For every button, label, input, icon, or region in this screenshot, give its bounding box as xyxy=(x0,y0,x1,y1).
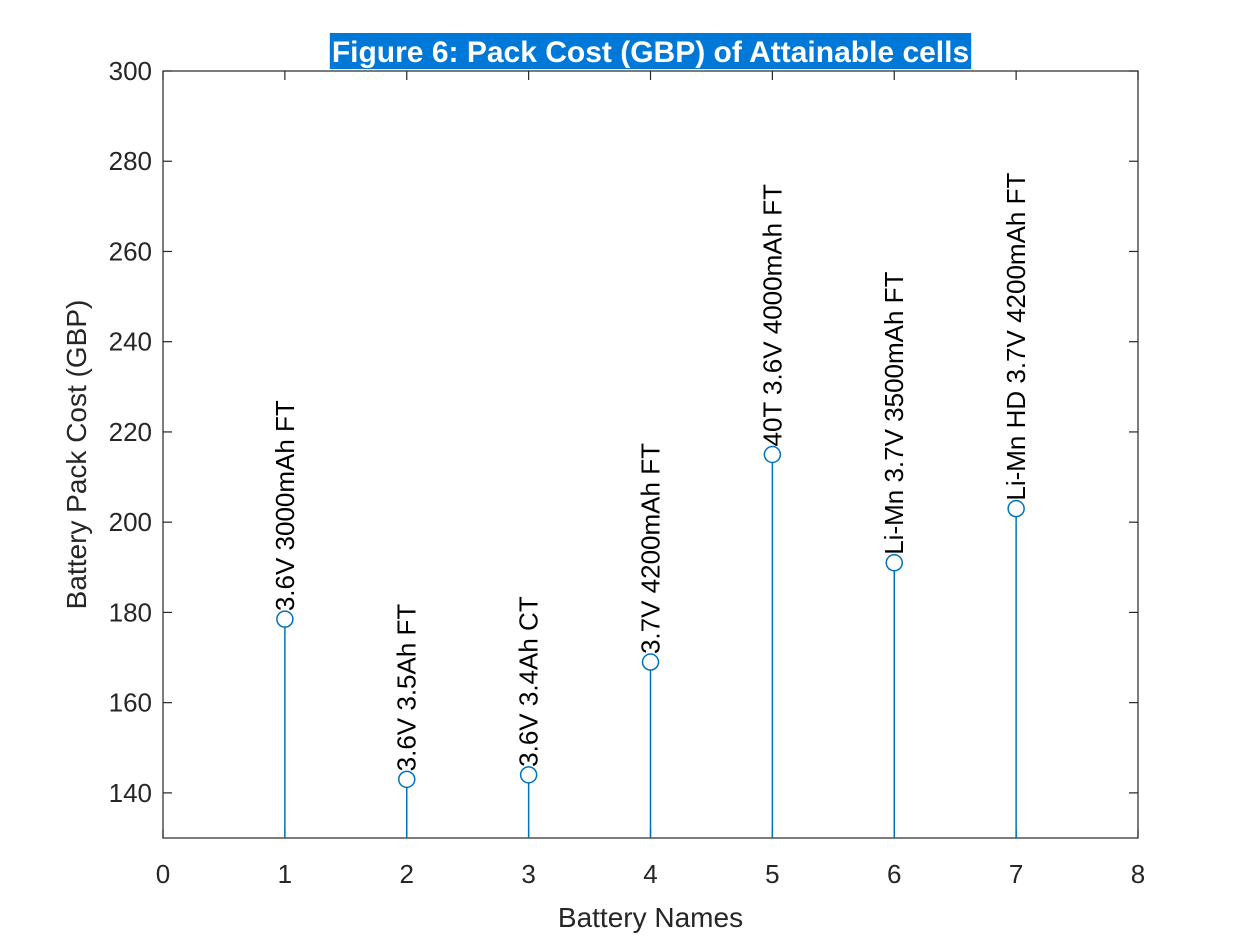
stem-marker xyxy=(276,610,294,628)
x-tick-label: 2 xyxy=(400,859,414,889)
data-label: 3.6V 3.5Ah FT xyxy=(392,604,422,772)
title-highlight xyxy=(329,33,972,69)
data-label: Li-Mn 3.7V 3500mAh FT xyxy=(879,271,909,554)
x-tick-label: 6 xyxy=(887,859,901,889)
data-label: 3.7V 4200mAh FT xyxy=(636,443,666,654)
y-tick-label: 180 xyxy=(109,597,152,627)
x-axis-label: Battery Names xyxy=(558,902,743,933)
y-tick-label: 160 xyxy=(109,688,152,718)
y-tick-label: 260 xyxy=(109,236,152,266)
data-series: 3.6V 3000mAh FT 3.6V 3.5Ah FT 3.6V 3.4Ah C… xyxy=(270,173,1031,838)
x-tick-label: 4 xyxy=(643,859,657,889)
stem-marker xyxy=(519,766,538,784)
y-tick-label: 300 xyxy=(109,56,152,86)
y-tick-label: 200 xyxy=(109,507,152,537)
y-tick-label: 240 xyxy=(109,327,152,357)
stem-marker xyxy=(1007,499,1025,518)
data-label: 40T 3.6V 4000mAh FT xyxy=(757,184,787,447)
y-tick-label: 220 xyxy=(109,417,152,447)
stem-marker xyxy=(398,770,416,789)
stem-marker xyxy=(763,445,782,464)
data-label: Li-Mn HD 3.7V 4200mAh FT xyxy=(1001,173,1031,501)
y-tick-label: 140 xyxy=(109,778,152,808)
data-label: 3.6V 3000mAh FT xyxy=(270,400,300,611)
chart-title: Figure 6: Pack Cost (GBP) of Attainable … xyxy=(332,36,969,69)
data-label: 3.6V 3.4Ah CT xyxy=(514,596,544,767)
x-tick-label: 3 xyxy=(521,859,535,889)
stem-marker xyxy=(641,653,660,671)
y-axis-label: Battery Pack Cost (GBP) xyxy=(61,300,92,610)
x-tick-label: 7 xyxy=(1009,859,1023,889)
x-tick-label: 5 xyxy=(765,859,779,889)
y-tick-label: 280 xyxy=(109,146,152,176)
x-tick-label: 0 xyxy=(156,859,170,889)
x-tick-label: 1 xyxy=(278,859,292,889)
y-axis-ticks: 140 160 180 200 220 240 260 280 300 xyxy=(109,56,1138,808)
x-tick-label: 8 xyxy=(1131,859,1145,889)
stem-marker xyxy=(885,554,903,572)
